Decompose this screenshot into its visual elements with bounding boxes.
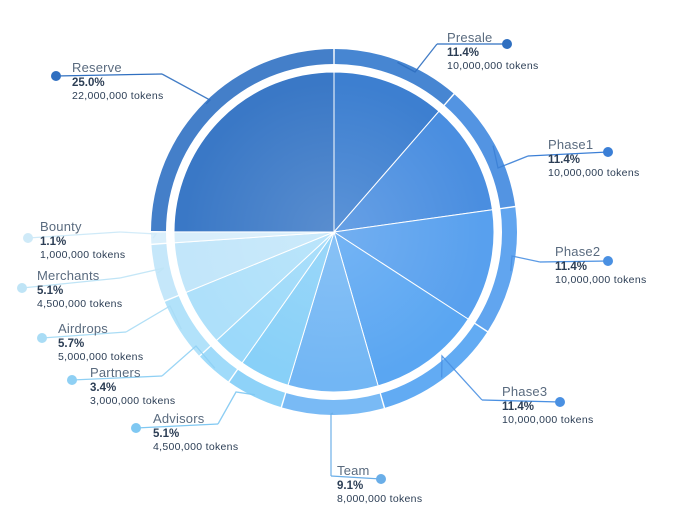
leader-line-merchants (119, 267, 165, 279)
marker-dot-airdrops (37, 333, 47, 343)
leader-underline-advisors (135, 423, 219, 429)
slice-tokens-reserve: 22,000,000 tokens (72, 90, 164, 102)
leader-line-advisors (217, 391, 256, 425)
leader-line-bounty (119, 231, 158, 239)
marker-dot-bounty (23, 233, 33, 243)
slice-label-phase2: Phase2 (555, 244, 600, 259)
slice-percent-advisors: 5.1% (153, 428, 179, 440)
leader-underline-phase1 (527, 151, 609, 157)
slice-tokens-advisors: 4,500,000 tokens (153, 441, 238, 453)
leader-line-airdrops (125, 305, 182, 333)
slice-label-partners: Partners (90, 365, 141, 380)
leader-underline-bounty (27, 231, 121, 239)
leader-underline-merchants (21, 277, 121, 289)
slice-label-advisors: Advisors (153, 411, 205, 426)
marker-dot-advisors (131, 423, 141, 433)
slice-percent-phase1: 11.4% (548, 154, 580, 166)
slice-tokens-phase1: 10,000,000 tokens (548, 167, 640, 179)
slice-label-team: Team (337, 463, 370, 478)
leader-line-reserve (161, 73, 212, 105)
slice-percent-partners: 3.4% (90, 382, 116, 394)
ring-segment-merchants (151, 243, 179, 301)
marker-dot-presale (502, 39, 512, 49)
slice-percent-phase2: 11.4% (555, 261, 587, 273)
leader-underline-airdrops (41, 331, 127, 339)
slice-tokens-phase3: 10,000,000 tokens (502, 414, 594, 426)
pie-slice-reserve (173, 71, 335, 233)
slice-tokens-airdrops: 5,000,000 tokens (58, 351, 143, 363)
slice-label-phase1: Phase1 (548, 137, 593, 152)
slice-label-presale: Presale (447, 30, 492, 45)
slice-label-airdrops: Airdrops (58, 321, 108, 336)
slice-label-bounty: Bounty (40, 219, 82, 234)
slice-label-reserve: Reserve (72, 60, 122, 75)
slice-tokens-bounty: 1,000,000 tokens (40, 249, 125, 261)
slice-label-phase3: Phase3 (502, 384, 547, 399)
leader-underline-team (330, 475, 382, 480)
slice-tokens-presale: 10,000,000 tokens (447, 60, 539, 72)
marker-dot-partners (67, 375, 77, 385)
slice-percent-bounty: 1.1% (40, 236, 66, 248)
slice-tokens-merchants: 4,500,000 tokens (37, 298, 122, 310)
slice-percent-team: 9.1% (337, 480, 363, 492)
slice-percent-reserve: 25.0% (72, 77, 105, 89)
slice-tokens-partners: 3,000,000 tokens (90, 395, 175, 407)
leader-underline-partners (71, 375, 163, 381)
leader-line-phase1 (492, 145, 529, 169)
slice-percent-merchants: 5.1% (37, 285, 63, 297)
leader-line-phase3 (441, 354, 483, 401)
marker-dot-reserve (51, 71, 61, 81)
slice-label-merchants: Merchants (37, 268, 100, 283)
leader-underline-phase2 (539, 260, 609, 263)
leader-underline-phase3 (481, 399, 561, 403)
ring-segment-presale (334, 49, 454, 105)
slice-tokens-team: 8,000,000 tokens (337, 493, 422, 505)
slice-percent-presale: 11.4% (447, 47, 479, 59)
slice-percent-phase3: 11.4% (502, 401, 534, 413)
leader-line-partners (161, 345, 216, 377)
marker-dot-merchants (17, 283, 27, 293)
slice-tokens-phase2: 10,000,000 tokens (555, 274, 647, 286)
marker-dot-phase3 (555, 397, 565, 407)
leader-line-presale (397, 43, 438, 73)
ring-segment-team (282, 393, 384, 415)
leader-underline-reserve (55, 73, 163, 77)
marker-dot-team (376, 474, 386, 484)
marker-dot-phase1 (603, 147, 613, 157)
slice-percent-airdrops: 5.7% (58, 338, 84, 350)
ring-segment-phase2 (475, 207, 517, 332)
marker-dot-phase2 (603, 256, 613, 266)
leader-line-team (330, 412, 334, 476)
leader-line-phase2 (510, 255, 541, 272)
